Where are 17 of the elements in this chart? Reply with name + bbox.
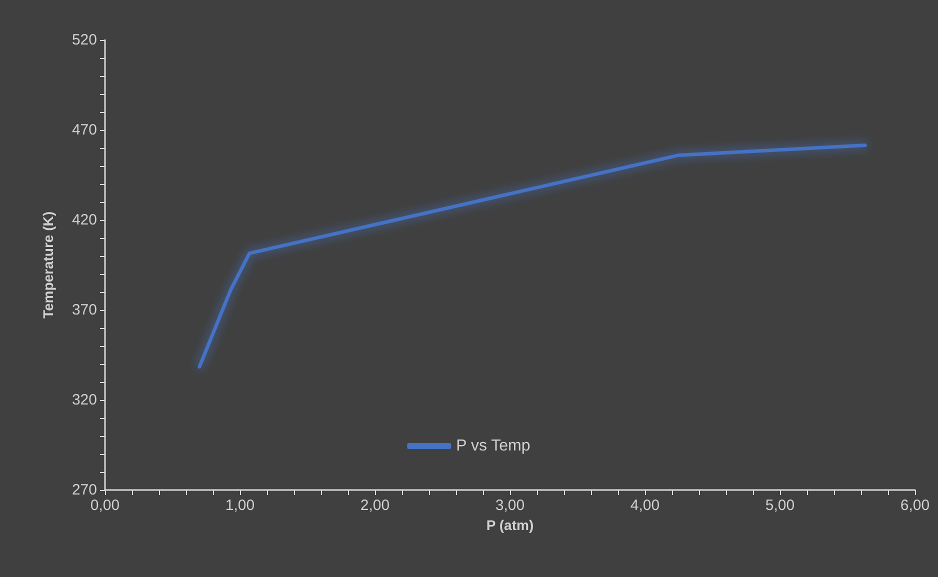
x-tick-label: 5,00 <box>765 497 795 514</box>
y-tick-label: 270 <box>72 482 97 498</box>
x-tick-label: 6,00 <box>900 497 930 514</box>
y-axis-title: Temperature (K) <box>40 211 56 319</box>
x-tick-label: 4,00 <box>630 497 660 514</box>
y-tick-label: 420 <box>72 212 97 228</box>
legend-label: P vs Temp <box>456 438 530 454</box>
y-tick-label: 320 <box>72 392 97 408</box>
y-tick-label: 470 <box>72 122 97 138</box>
y-tick-label: 370 <box>72 302 97 318</box>
line-series <box>198 144 867 368</box>
x-tick-label: 1,00 <box>225 497 255 514</box>
y-tick-label: 520 <box>72 32 97 48</box>
x-tick-label: 2,00 <box>360 497 390 514</box>
x-axis-title: P (atm) <box>486 516 534 533</box>
x-tick-label: 0,00 <box>90 497 120 514</box>
x-tick-label: 3,00 <box>495 497 525 514</box>
